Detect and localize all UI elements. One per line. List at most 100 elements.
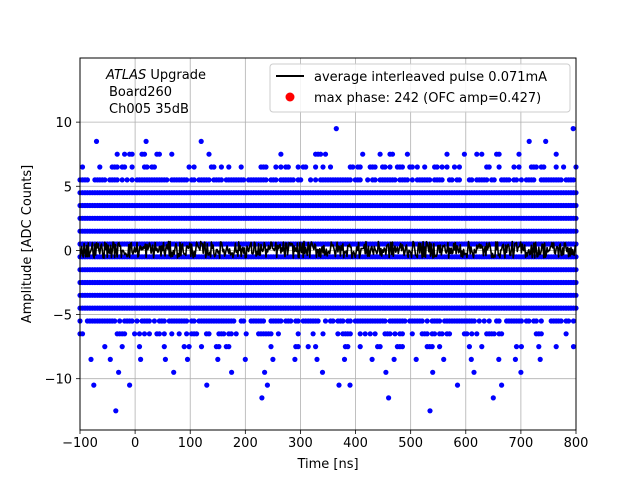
scatter-point xyxy=(226,164,232,170)
scatter-point xyxy=(476,318,482,324)
scatter-point xyxy=(242,356,248,362)
scatter-point xyxy=(512,356,519,362)
scatter-point xyxy=(198,344,205,350)
scatter-point xyxy=(362,331,368,337)
scatter-point xyxy=(484,177,490,183)
scatter-point xyxy=(191,318,197,324)
scatter-point xyxy=(136,344,143,350)
scatter-point xyxy=(491,331,497,337)
scatter-point xyxy=(533,164,539,170)
scatter-point xyxy=(439,164,445,170)
scatter-point xyxy=(432,331,438,337)
x-tick-label: 400 xyxy=(343,436,368,451)
scatter-point xyxy=(496,164,502,170)
scatter-point xyxy=(102,344,108,350)
scatter-point xyxy=(278,151,284,157)
scatter-point xyxy=(122,331,128,337)
scatter-point xyxy=(437,318,443,324)
scatter-point xyxy=(143,138,149,144)
scatter-point xyxy=(156,151,162,157)
scatter-point xyxy=(536,344,542,350)
scatter-point xyxy=(413,356,419,362)
scatter-point xyxy=(409,164,415,170)
scatter-point xyxy=(113,408,119,414)
scatter-point xyxy=(315,318,321,324)
x-tick-label: −100 xyxy=(62,436,98,451)
scatter-point xyxy=(107,356,113,362)
y-tick-label: 5 xyxy=(64,180,72,195)
scatter-point xyxy=(146,318,152,324)
scatter-point xyxy=(424,331,430,337)
scatter-point xyxy=(263,164,269,170)
scatter-point xyxy=(496,151,502,157)
scatter-point xyxy=(278,164,284,170)
scatter-point xyxy=(360,151,366,157)
scatter-point xyxy=(427,408,433,414)
scatter-point xyxy=(437,344,443,350)
scatter-point xyxy=(499,382,505,388)
scatter-point xyxy=(305,344,311,350)
scatter-point xyxy=(114,177,120,183)
scatter-point xyxy=(84,177,90,183)
scatter-point xyxy=(347,177,353,183)
scatter-point xyxy=(216,344,222,350)
scatter-point xyxy=(322,318,329,324)
scatter-point xyxy=(275,331,281,337)
scatter-point xyxy=(79,164,86,170)
scatter-point xyxy=(270,356,276,362)
scatter-point xyxy=(141,331,148,337)
scatter-point xyxy=(506,177,512,183)
x-tick-label: 800 xyxy=(564,436,589,451)
scatter-point xyxy=(347,382,353,388)
scatter-point xyxy=(391,356,397,362)
scatter-point xyxy=(112,318,118,324)
plot-frame xyxy=(79,57,577,431)
scatter-point xyxy=(138,356,144,362)
scatter-point xyxy=(409,177,415,183)
scatter-point xyxy=(320,331,326,337)
scatter-point xyxy=(570,344,577,350)
scatter-point xyxy=(164,177,170,183)
scatter-point xyxy=(357,344,363,350)
y-tick-label: −10 xyxy=(45,373,72,388)
scatter-point xyxy=(206,177,212,183)
scatter-point xyxy=(260,318,267,324)
scatter-point xyxy=(184,356,191,362)
scatter-point xyxy=(350,164,356,170)
scatter-point xyxy=(313,164,319,170)
scatter-point xyxy=(526,138,532,144)
scatter-point xyxy=(151,164,157,170)
scatter-point xyxy=(184,331,190,337)
scatter-point xyxy=(392,331,398,337)
scatter-point xyxy=(91,382,97,388)
scatter-point xyxy=(372,164,378,170)
scatter-point xyxy=(132,331,138,337)
scatter-point xyxy=(241,177,247,183)
scatter-point xyxy=(129,164,135,170)
scatter-point xyxy=(454,382,461,388)
scatter-point xyxy=(372,177,378,183)
annotation-upgrade: Upgrade xyxy=(146,68,206,83)
scatter-point xyxy=(181,344,187,350)
scatter-point xyxy=(558,177,564,183)
average-pulse-line xyxy=(79,240,577,259)
scatter-point xyxy=(263,177,269,183)
scatter-point xyxy=(292,356,298,362)
scatter-point xyxy=(229,369,235,375)
scatter-point xyxy=(169,331,175,337)
scatter-point xyxy=(541,164,547,170)
scatter-point xyxy=(186,344,192,350)
scatter-point xyxy=(288,318,294,324)
scatter-point xyxy=(88,356,94,362)
scatter-point xyxy=(422,164,428,170)
scatter-point xyxy=(122,164,128,170)
scatter-point xyxy=(79,331,86,337)
scatter-point xyxy=(444,151,450,157)
scatter-point xyxy=(206,331,212,337)
scatter-point xyxy=(124,177,130,183)
scatter-point xyxy=(561,164,567,170)
scatter-point xyxy=(543,138,549,144)
scatter-point xyxy=(496,318,502,324)
axis-ticks: −100 0 100 200 300 400 500 600 700 800 −10 −5 0 5 10 xyxy=(45,116,589,451)
scatter-point xyxy=(383,369,389,375)
